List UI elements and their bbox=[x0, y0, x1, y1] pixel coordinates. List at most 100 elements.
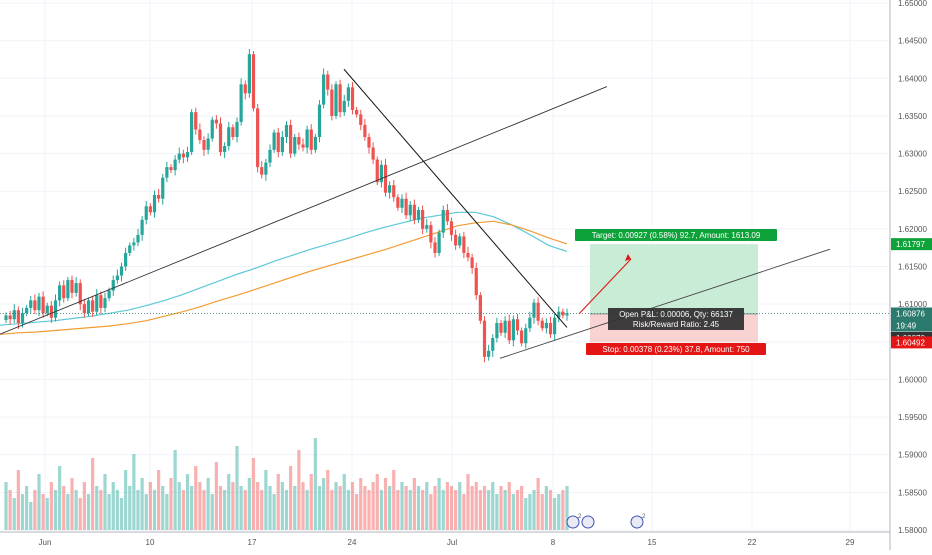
volume-bar bbox=[503, 490, 507, 530]
volume-bar bbox=[70, 478, 74, 530]
candle-body bbox=[425, 225, 429, 229]
candle-body bbox=[128, 245, 132, 253]
candle-body bbox=[62, 285, 66, 299]
volume-bar bbox=[173, 450, 177, 530]
candle-body bbox=[41, 296, 45, 314]
volume-bar bbox=[515, 490, 520, 530]
price-axis-bg bbox=[890, 0, 932, 550]
volume-bar bbox=[499, 486, 503, 530]
candle-body bbox=[408, 204, 412, 216]
volume-bar bbox=[396, 490, 400, 530]
volume-bar bbox=[82, 482, 86, 530]
candle-body bbox=[8, 315, 12, 320]
candle-body bbox=[429, 225, 433, 243]
candle-body bbox=[305, 129, 309, 148]
volume-bar bbox=[284, 490, 289, 530]
volume-bar bbox=[491, 482, 495, 530]
candle-body bbox=[445, 210, 449, 222]
candle-body bbox=[210, 119, 214, 139]
volume-bar bbox=[408, 490, 412, 530]
candle-body bbox=[478, 295, 482, 321]
price-tag-current-text: 1.60876 bbox=[896, 309, 925, 318]
candle-body bbox=[280, 137, 284, 153]
volume-bar bbox=[227, 474, 231, 530]
candle-body bbox=[99, 295, 103, 308]
ma-slow-line bbox=[0, 220, 568, 335]
candle-body bbox=[136, 234, 140, 243]
volume-bar bbox=[507, 482, 511, 530]
pnl-label: Open P&L: 0.00006, Qty: 66137Risk/Reward… bbox=[608, 308, 744, 330]
candle-body bbox=[111, 280, 115, 291]
candle-body bbox=[474, 268, 478, 296]
candle-body bbox=[350, 87, 355, 110]
volume-bar bbox=[289, 466, 293, 530]
candle-body bbox=[214, 119, 218, 124]
volume-bar bbox=[78, 498, 82, 530]
candle-body bbox=[392, 185, 396, 198]
event-badge-icon[interactable] bbox=[581, 515, 595, 529]
y-tick-label: 1.60000 bbox=[898, 375, 927, 384]
volume-bar bbox=[487, 490, 491, 530]
volume-bar bbox=[470, 486, 474, 530]
y-tick-label: 1.58500 bbox=[898, 488, 927, 497]
x-tick-label: 24 bbox=[348, 538, 357, 547]
candle-body bbox=[95, 295, 99, 312]
candle-body bbox=[544, 322, 548, 329]
volume-bar bbox=[29, 502, 33, 530]
candle-body bbox=[507, 320, 511, 341]
target-label-text: Target: 0.00927 (0.58%) 92.7, Amount: 16… bbox=[592, 231, 761, 240]
candle-body bbox=[260, 167, 264, 175]
candle-body bbox=[161, 177, 165, 199]
candle-body bbox=[251, 54, 256, 109]
volume-bar bbox=[185, 474, 190, 530]
volume-bar bbox=[367, 490, 371, 530]
candle-body bbox=[148, 206, 152, 213]
candle-body bbox=[181, 153, 185, 158]
candle-body bbox=[482, 320, 487, 357]
candle-body bbox=[363, 124, 367, 138]
volume-bar bbox=[223, 490, 227, 530]
candle-body bbox=[313, 137, 317, 150]
price-axis[interactable]: 1.65000 1.64500 1.64000 1.63500 1.63000 1.625… bbox=[889, 0, 932, 550]
candle-body bbox=[243, 84, 247, 94]
volume-bar bbox=[355, 494, 359, 530]
volume-bar bbox=[99, 490, 103, 530]
volume-bar bbox=[74, 490, 78, 530]
volume-bar bbox=[412, 478, 416, 530]
volume-bar bbox=[239, 486, 243, 530]
volume-bar bbox=[251, 458, 256, 530]
volume-bar bbox=[544, 486, 548, 530]
volume-bar bbox=[565, 486, 569, 530]
volume-bar bbox=[190, 486, 194, 530]
trendline-descending[interactable] bbox=[343, 68, 568, 328]
volume-bar bbox=[466, 474, 470, 530]
volume-bar bbox=[272, 494, 276, 530]
candle-body bbox=[462, 236, 466, 253]
trendline-upper[interactable] bbox=[0, 86, 608, 335]
y-tick-label: 1.62500 bbox=[898, 187, 927, 196]
volume-bar bbox=[115, 490, 119, 530]
volume-bar bbox=[454, 490, 458, 530]
volume-bar bbox=[33, 490, 37, 530]
candle-body bbox=[82, 304, 86, 314]
candle-body bbox=[367, 137, 371, 148]
candle-body bbox=[326, 74, 330, 90]
y-tick-label: 1.64500 bbox=[898, 37, 927, 46]
volume-bar bbox=[392, 470, 396, 530]
volume-bar bbox=[276, 474, 280, 530]
candle-body bbox=[520, 330, 524, 344]
time-axis[interactable]: Jun 10 17 24 Jul 8 15 22 292 2 bbox=[0, 514, 890, 547]
volume-bar bbox=[330, 490, 334, 530]
candle-body bbox=[379, 164, 383, 183]
event-badge-icon[interactable] bbox=[630, 515, 644, 529]
event-badge-icon[interactable] bbox=[566, 515, 580, 529]
candle-body bbox=[264, 162, 268, 175]
candle-body bbox=[548, 322, 553, 335]
trendline-lower[interactable] bbox=[499, 248, 831, 359]
candle-body bbox=[487, 350, 491, 357]
volume-bar bbox=[4, 482, 8, 530]
volume-bar bbox=[449, 486, 454, 530]
candle-body bbox=[53, 300, 58, 318]
